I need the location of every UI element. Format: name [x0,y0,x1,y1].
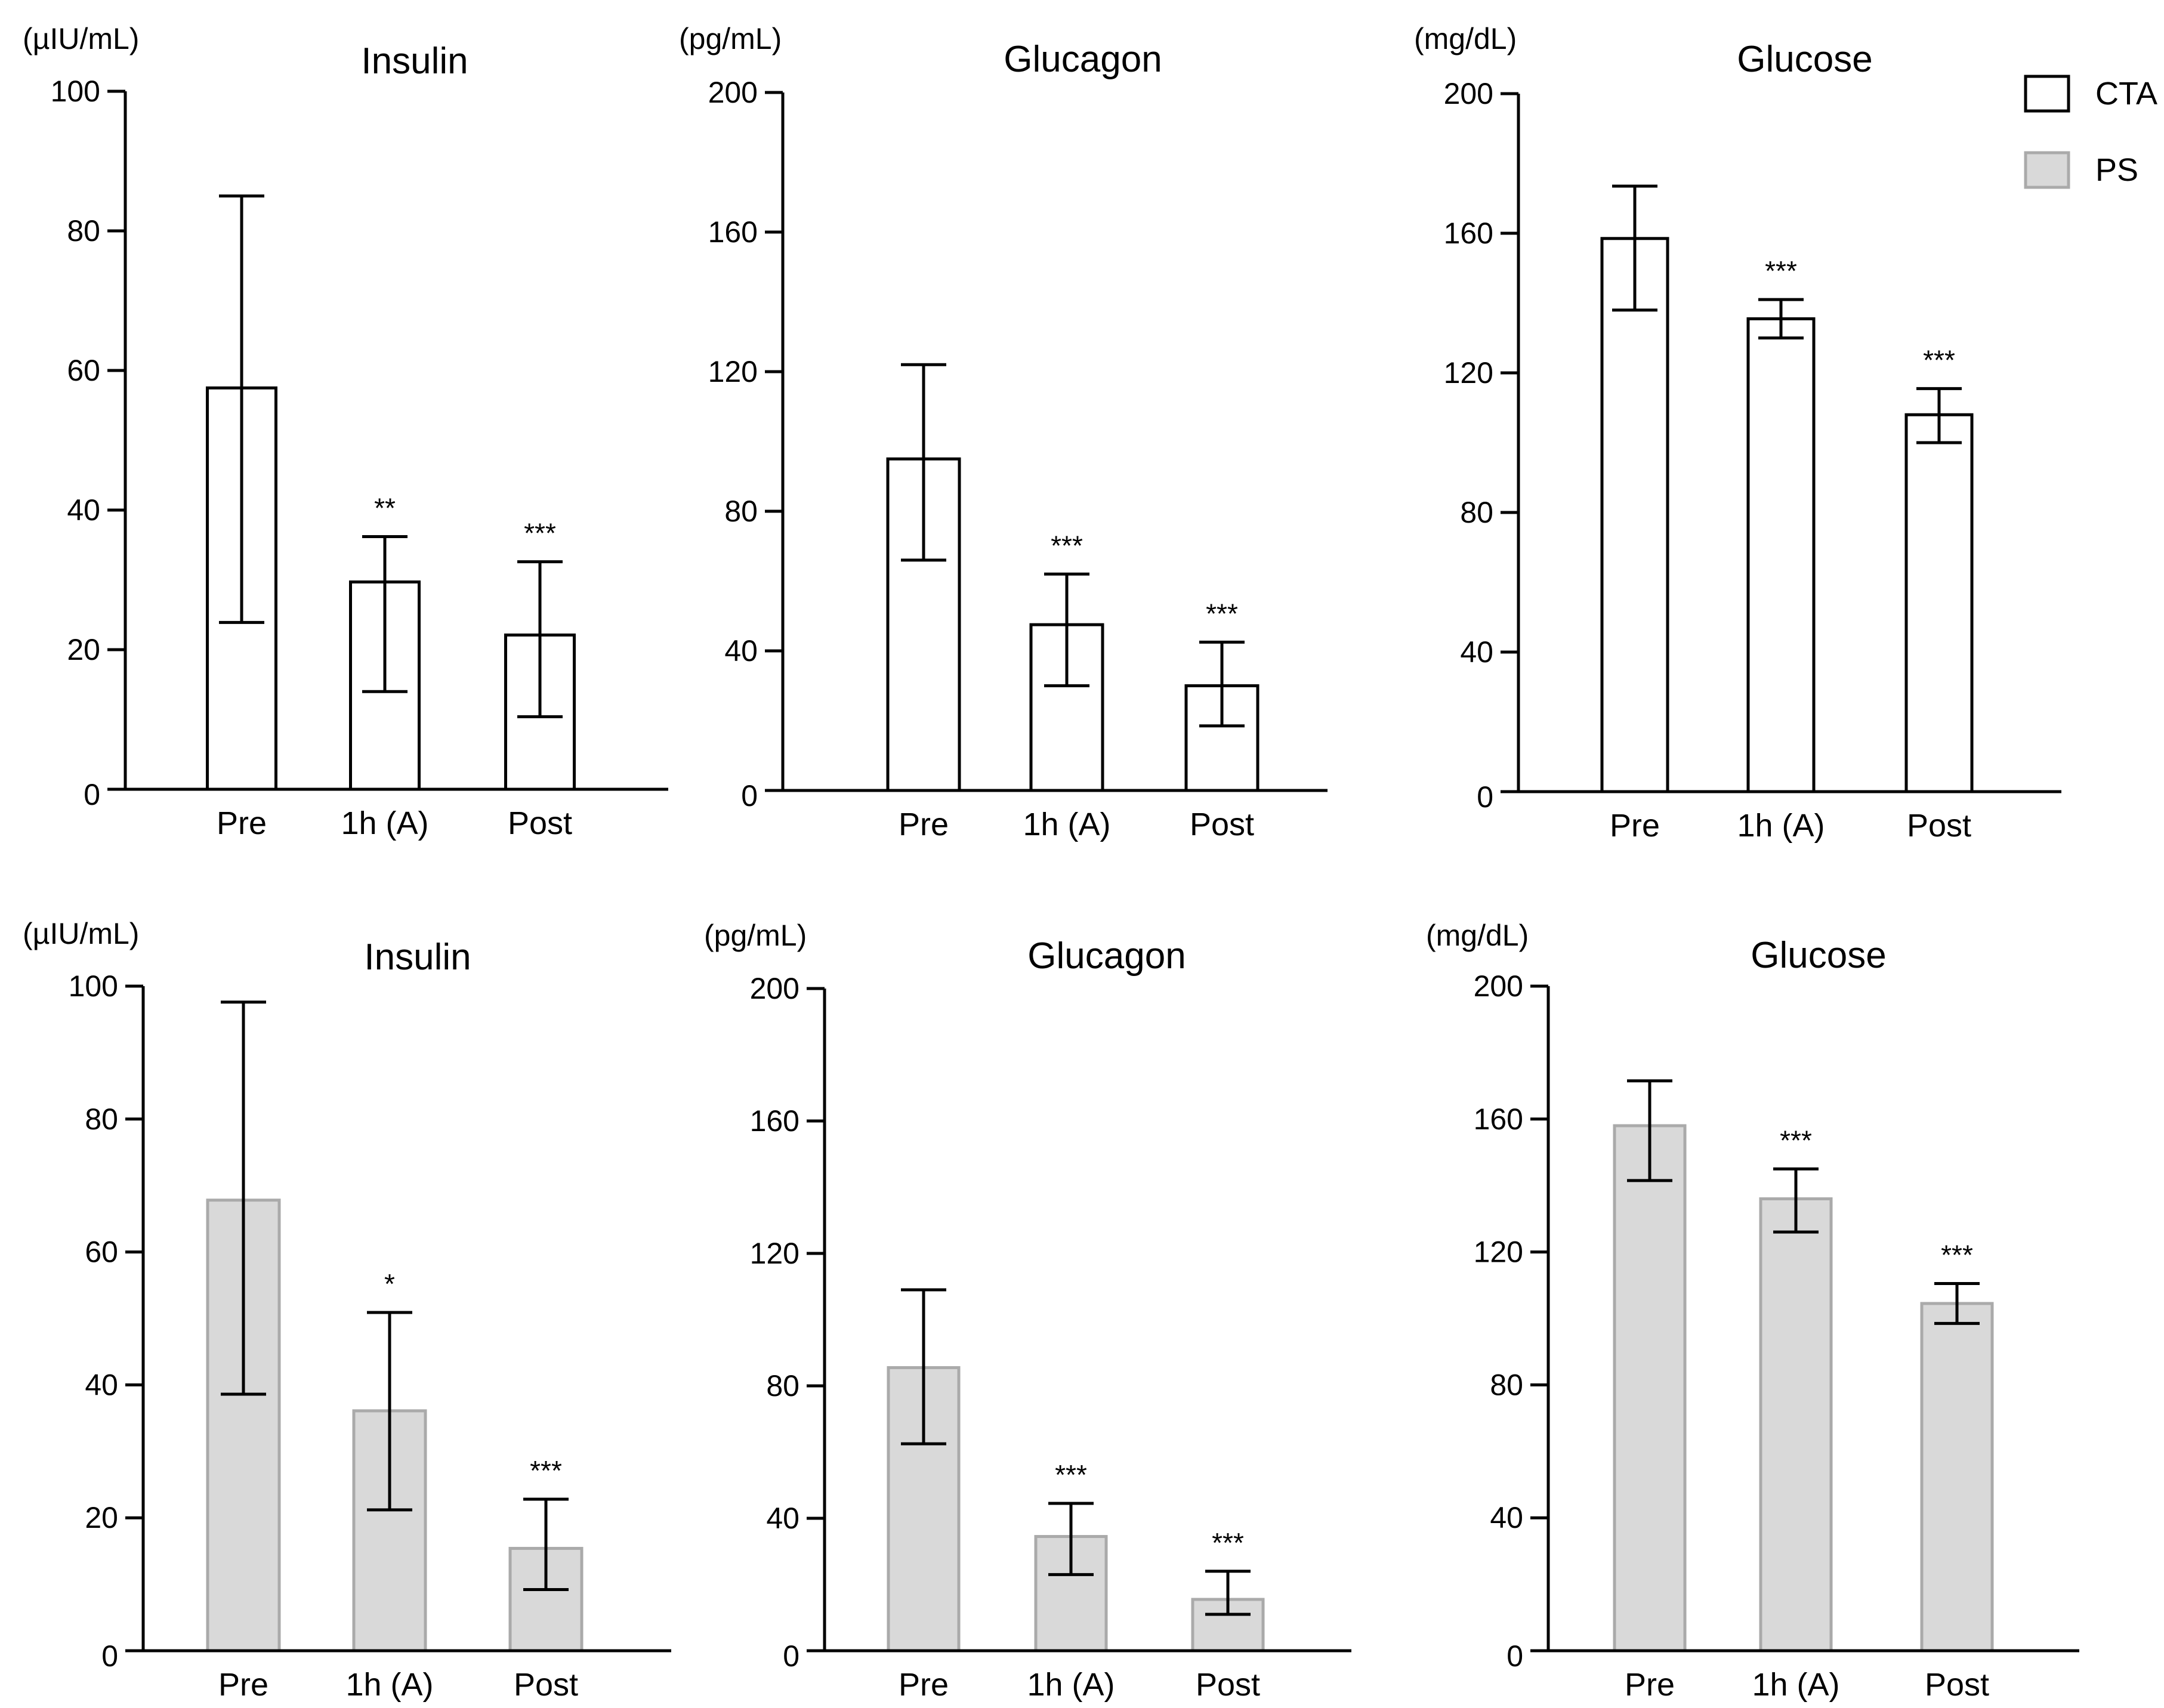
y-tick-label: 20 [85,1501,118,1534]
chart-panel-cta-glucose: Glucose (mg/dL) Pre *** 1h (A) *** Post 0 40 80 12… [1414,22,2061,844]
y-axis-unit: (pg/mL) [679,22,782,55]
y-tick-label: 100 [51,75,100,108]
bar-1h-a [1759,1197,1833,1653]
y-tick-label: 80 [766,1369,799,1403]
significance-label: ** [374,492,396,523]
significance-label: *** [1941,1240,1973,1271]
y-tick-label: 200 [750,972,799,1005]
significance-label: *** [530,1455,562,1486]
chart-title: Glucose [1751,935,1886,976]
significance-label: *** [1780,1125,1812,1156]
significance-label: *** [1206,598,1238,629]
chart-panel-ps-glucagon: Glucagon (pg/mL) Pre *** 1h (A) *** Post 0 40 80 1… [704,919,1351,1703]
y-tick-label: 40 [1460,635,1493,669]
bar-post [1904,413,1974,793]
legend-label-cta: CTA [2095,76,2157,112]
chart-title: Insulin [364,937,471,978]
x-tick-label: Pre [218,1667,268,1703]
legend: CTA PS [2024,75,2157,189]
y-tick-label: 120 [1474,1236,1523,1269]
bar-post [1920,1302,1994,1653]
y-tick-label: 200 [1444,77,1493,110]
y-tick-label: 100 [69,969,118,1003]
x-tick-label: 1h (A) [1027,1667,1115,1703]
x-tick-label: Post [1907,808,1971,844]
x-tick-label: Post [514,1667,578,1703]
y-tick-label: 0 [741,779,758,813]
significance-label: *** [1765,255,1797,286]
chart-panel-cta-glucagon: Glucagon (pg/mL) Pre *** 1h (A) *** Post 0 40 80 1… [679,22,1328,842]
x-tick-label: 1h (A) [1737,808,1825,844]
chart-title: Insulin [361,41,468,82]
chart-title: Glucose [1737,39,1872,80]
y-tick-label: 60 [85,1236,118,1269]
y-tick-label: 0 [783,1639,799,1673]
bar-pre [1613,1124,1687,1653]
y-tick-label: 80 [67,214,100,248]
legend-swatch-ps [2024,151,2070,189]
x-tick-label: 1h (A) [1752,1667,1839,1703]
y-tick-label: 120 [708,355,758,388]
y-axis-unit: (mg/dL) [1426,919,1529,952]
x-tick-label: Pre [899,807,949,842]
y-tick-label: 40 [85,1368,118,1401]
y-tick-label: 160 [750,1104,799,1138]
y-tick-label: 0 [101,1639,118,1673]
significance-label: *** [524,518,556,549]
x-tick-label: Post [1925,1667,1989,1703]
bar-1h-a [1029,623,1104,792]
legend-swatch-cta [2024,75,2070,113]
y-tick-label: 0 [84,778,100,811]
y-axis-unit: (mg/dL) [1414,22,1517,55]
y-tick-label: 40 [766,1502,799,1535]
significance-label: *** [1923,344,1955,375]
chart-title: Glucagon [1004,39,1162,80]
chart-title: Glucagon [1027,935,1186,977]
chart-panel-ps-glucose: Glucose (mg/dL) Pre *** 1h (A) *** Post 0 40 80 12… [1426,919,2079,1703]
bar-1h-a [1746,317,1816,793]
y-tick-label: 160 [708,215,758,249]
y-tick-label: 80 [1490,1368,1523,1401]
y-tick-label: 200 [1474,969,1523,1003]
y-tick-label: 120 [1444,356,1493,390]
y-tick-label: 40 [724,634,758,668]
x-tick-label: 1h (A) [341,805,428,841]
y-tick-label: 160 [1474,1102,1523,1136]
x-tick-label: 1h (A) [1023,807,1110,842]
y-tick-label: 0 [1507,1639,1523,1673]
significance-label: *** [1055,1459,1087,1490]
y-tick-label: 80 [85,1102,118,1136]
x-tick-label: Post [1190,807,1254,842]
chart-panel-cta-insulin: Insulin (µIU/mL) Pre ** 1h (A) *** Post 0 20 40 60… [23,22,668,841]
x-tick-label: Pre [1625,1667,1675,1703]
x-tick-label: 1h (A) [345,1667,433,1703]
y-tick-label: 80 [1460,496,1493,529]
y-tick-label: 200 [708,76,758,109]
chart-panel-ps-insulin: Insulin (µIU/mL) Pre * 1h (A) *** Post 0 20 40 60 8… [23,917,671,1703]
y-tick-label: 0 [1477,780,1493,814]
y-tick-label: 120 [750,1237,799,1270]
significance-label: *** [1212,1527,1244,1558]
x-tick-label: Post [508,805,572,841]
bar-pre [1600,237,1669,793]
bar-1h-a [352,1409,427,1653]
y-axis-unit: (µIU/mL) [23,22,139,55]
y-axis-unit: (µIU/mL) [23,917,139,950]
y-axis-unit: (pg/mL) [704,919,807,952]
significance-label: * [384,1268,395,1299]
y-tick-label: 160 [1444,217,1493,250]
y-tick-label: 80 [724,495,758,528]
y-tick-label: 20 [67,633,100,666]
significance-label: *** [1051,530,1083,561]
x-tick-label: Pre [1610,808,1660,844]
y-tick-label: 60 [67,354,100,387]
legend-label-ps: PS [2095,152,2138,188]
y-tick-label: 40 [1490,1501,1523,1534]
x-tick-label: Post [1196,1667,1260,1703]
y-tick-label: 40 [67,493,100,527]
x-tick-label: Pre [899,1667,949,1703]
x-tick-label: Pre [217,805,267,841]
